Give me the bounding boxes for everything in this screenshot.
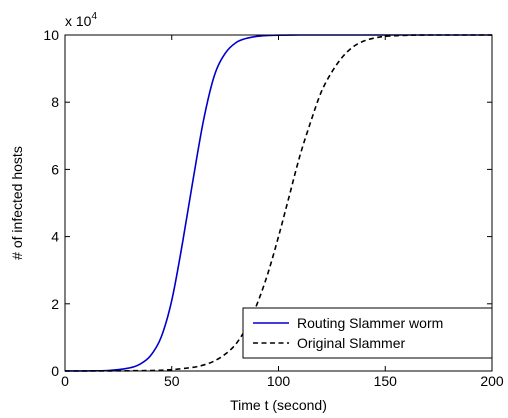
y-tick-label: 8 — [51, 94, 59, 110]
x-tick-label: 150 — [374, 373, 398, 389]
legend-box — [242, 307, 493, 359]
y-tick-label: 0 — [51, 363, 59, 379]
legend-label-original-slammer: Original Slammer — [297, 335, 405, 351]
y-axis-multiplier-exponent: 4 — [91, 11, 97, 22]
y-axis-label: # of infected hosts — [9, 146, 25, 260]
x-tick-label: 50 — [164, 373, 180, 389]
x-tick-label: 100 — [267, 373, 291, 389]
x-axis-label: Time t (second) — [230, 397, 327, 413]
legend: Routing Slammer worm Original Slammer — [242, 307, 493, 359]
y-tick-label: 6 — [51, 161, 59, 177]
x-tick-label: 200 — [480, 373, 504, 389]
y-tick-label: 4 — [51, 229, 59, 245]
series-line-original-slammer — [64, 34, 492, 372]
ticks-layer: 0 50 100 150 200 0 2 4 6 8 10 — [43, 27, 503, 389]
y-axis-multiplier: x 104 — [65, 11, 97, 29]
y-tick-label: 10 — [43, 27, 59, 43]
y-axis-multiplier-base: x 10 — [65, 13, 92, 29]
x-tick-label: 0 — [61, 373, 69, 389]
legend-label-routing-slammer: Routing Slammer worm — [297, 315, 443, 331]
y-tick-label: 2 — [51, 296, 59, 312]
